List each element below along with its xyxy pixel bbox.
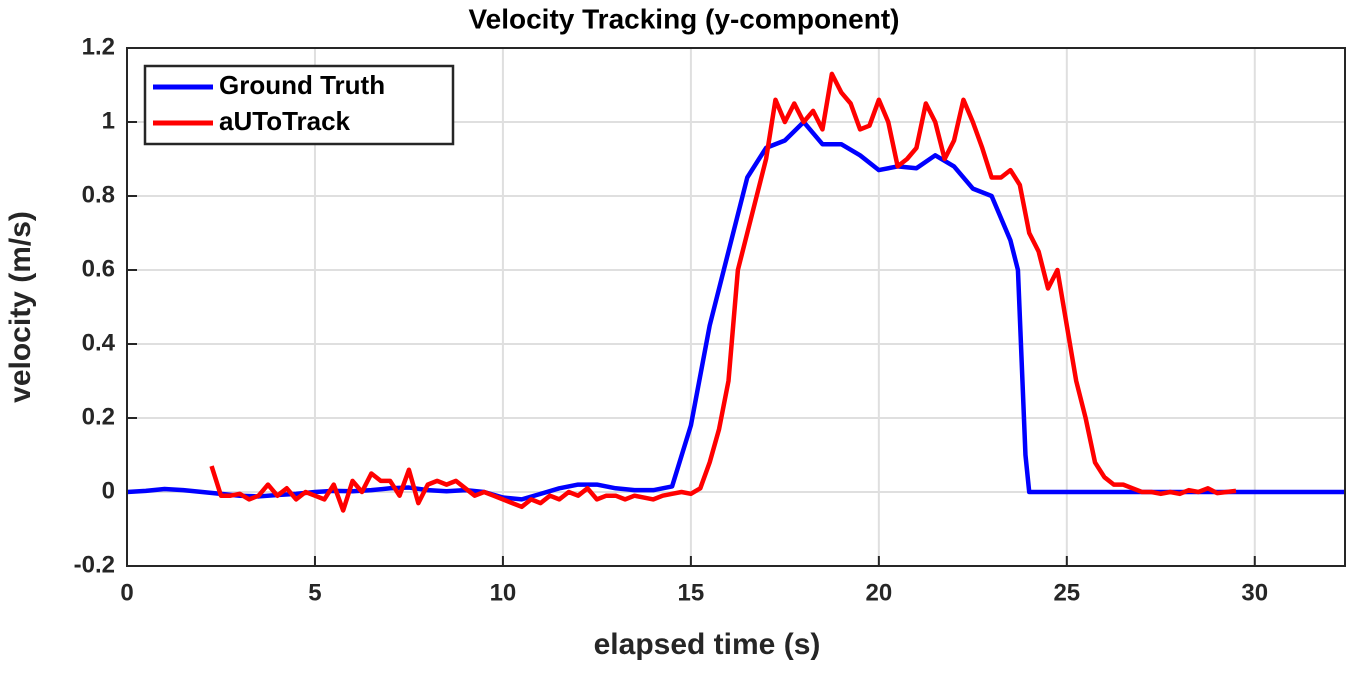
- x-axis-label: elapsed time (s): [594, 628, 821, 661]
- y-tick-label: 0.6: [82, 255, 115, 282]
- data-line: [209, 71, 1237, 513]
- x-tick-label: 25: [1053, 579, 1080, 606]
- y-axis-label: velocity (m/s): [4, 211, 37, 403]
- y-tick-label: 0.4: [82, 329, 116, 356]
- x-tick-label: 10: [490, 579, 517, 606]
- legend-label: aUToTrack: [219, 106, 351, 136]
- x-tick-label: 5: [308, 579, 321, 606]
- x-tick-label: 15: [678, 579, 705, 606]
- x-tick-label: 30: [1241, 579, 1268, 606]
- chart-title: Velocity Tracking (y-component): [469, 3, 900, 34]
- legend-box: [143, 64, 455, 146]
- y-tick-label: -0.2: [74, 551, 115, 578]
- y-tick-label: 1: [102, 107, 115, 134]
- x-tick-label: 20: [866, 579, 893, 606]
- x-tick-label: 0: [120, 579, 133, 606]
- y-tick-label: 0.2: [82, 403, 115, 430]
- y-tick-label: 1.2: [82, 33, 115, 60]
- y-tick-label: 0.8: [82, 181, 115, 208]
- plot-frame: [126, 47, 1346, 567]
- legend-label: Ground Truth: [219, 70, 385, 100]
- y-tick-label: 0: [102, 477, 115, 504]
